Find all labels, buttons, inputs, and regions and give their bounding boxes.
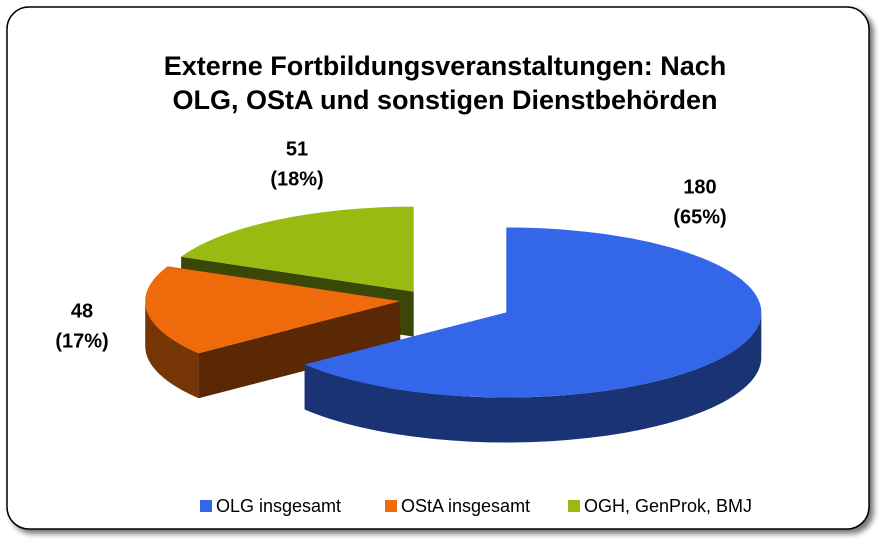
legend-label: OGH, GenProk, BMJ bbox=[584, 496, 752, 516]
data-label: 51 bbox=[286, 138, 308, 160]
slice bbox=[304, 227, 762, 398]
data-label: 48 bbox=[71, 300, 93, 322]
legend-label: OLG insgesamt bbox=[216, 496, 341, 516]
slice bbox=[181, 206, 414, 292]
data-label: 180 bbox=[683, 176, 716, 198]
slice-side bbox=[145, 301, 199, 399]
data-label: (17%) bbox=[55, 330, 108, 352]
legend-swatch bbox=[385, 500, 397, 512]
data-label: (65%) bbox=[673, 206, 726, 228]
data-label: (18%) bbox=[270, 168, 323, 190]
legend-label: OStA insgesamt bbox=[401, 496, 530, 516]
slice bbox=[145, 266, 401, 354]
legend-swatch bbox=[200, 500, 212, 512]
chart-title: Externe Fortbildungsveranstaltungen: Nac… bbox=[164, 51, 727, 81]
chart-title: OLG, OStA und sonstigen Dienstbehörden bbox=[172, 85, 717, 115]
slice-side bbox=[304, 312, 762, 443]
legend-swatch bbox=[568, 500, 580, 512]
